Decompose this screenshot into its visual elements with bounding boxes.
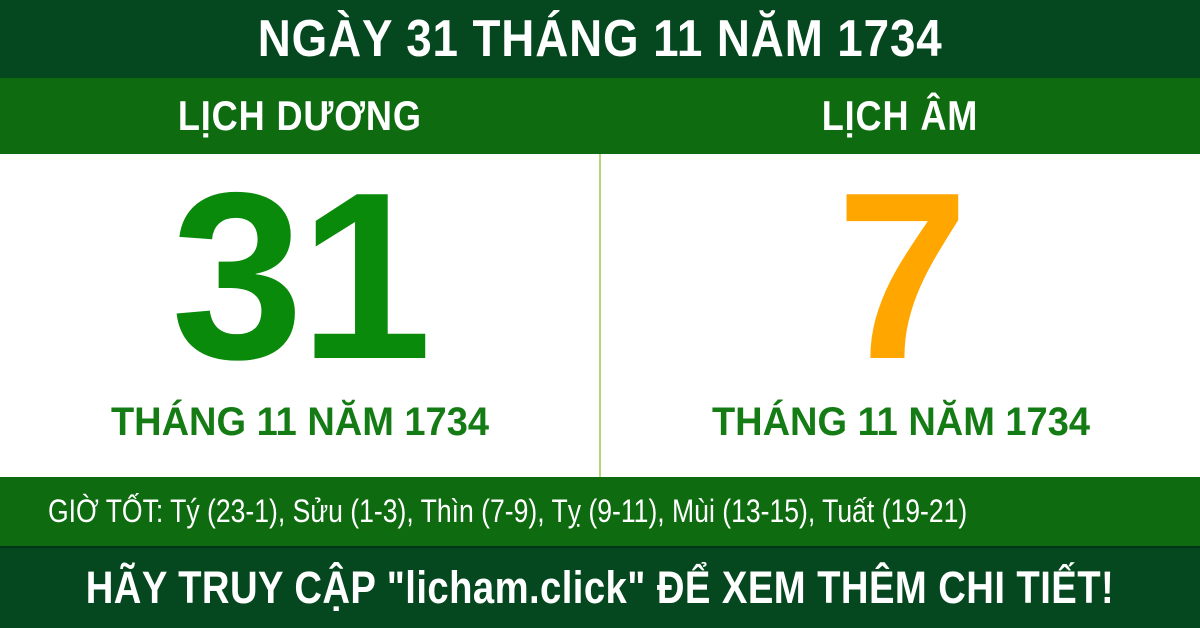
calendar-type-bar: LỊCH DƯƠNG LỊCH ÂM [0, 78, 1200, 154]
solar-panel: 31 THÁNG 11 NĂM 1734 [0, 154, 599, 477]
lunar-panel: 7 THÁNG 11 NĂM 1734 [601, 154, 1200, 477]
solar-calendar-label: LỊCH DƯƠNG [178, 92, 422, 139]
good-hours-bar: GIỜ TỐT: Tý (23-1), Sửu (1-3), Thìn (7-9… [0, 477, 1200, 546]
calendar-panels: 31 THÁNG 11 NĂM 1734 7 THÁNG 11 NĂM 1734 [0, 154, 1200, 477]
footer-bar: HÃY TRUY CẬP "licham.click" ĐỂ XEM THÊM … [0, 546, 1200, 628]
lunar-calendar-label-cell: LỊCH ÂM [600, 78, 1200, 154]
lunar-calendar-label: LỊCH ÂM [821, 92, 979, 139]
good-hours-text: GIỜ TỐT: Tý (23-1), Sửu (1-3), Thìn (7-9… [48, 493, 968, 529]
panel-divider [599, 154, 601, 477]
lunar-month-year: THÁNG 11 NĂM 1734 [711, 400, 1090, 444]
solar-day-number: 31 [171, 143, 432, 409]
page-title: NGÀY 31 THÁNG 11 NĂM 1734 [257, 10, 943, 68]
solar-month-year: THÁNG 11 NĂM 1734 [110, 400, 489, 444]
header-bar: NGÀY 31 THÁNG 11 NĂM 1734 [0, 0, 1200, 78]
footer-cta-text: HÃY TRUY CẬP "licham.click" ĐỂ XEM THÊM … [85, 562, 1115, 613]
lunar-day-number: 7 [836, 143, 968, 409]
solar-calendar-label-cell: LỊCH DƯƠNG [0, 78, 600, 154]
